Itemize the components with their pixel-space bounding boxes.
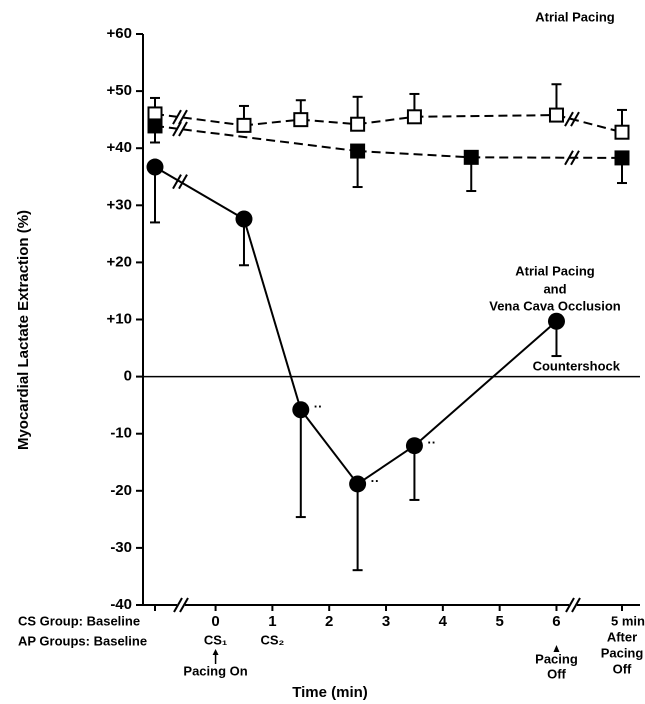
axis-break xyxy=(178,121,188,137)
x-axis-label: Time (min) xyxy=(292,684,368,701)
axis-break xyxy=(172,174,182,190)
arrow-head xyxy=(553,645,560,652)
axis-break xyxy=(571,597,581,613)
legend-label: Vena Cava Occlusion xyxy=(489,298,621,313)
axis-break xyxy=(172,109,182,125)
axis-break xyxy=(570,111,580,127)
series-line xyxy=(243,218,302,411)
series-line xyxy=(357,444,415,485)
series-line xyxy=(154,166,245,220)
after-label: 5 min xyxy=(611,613,645,628)
axis-break xyxy=(564,111,574,127)
x-tick-label: 0 xyxy=(211,613,219,630)
axis-break xyxy=(178,174,188,190)
series-line xyxy=(154,124,358,153)
marker xyxy=(350,143,366,159)
marker xyxy=(614,124,630,140)
x-tick-label: 3 xyxy=(382,613,390,630)
tick-note: Pacing xyxy=(535,651,578,666)
axis-break xyxy=(564,150,574,166)
marker xyxy=(147,118,163,134)
baseline-label: AP Groups: Baseline xyxy=(18,633,147,648)
x-tick-label: 6 xyxy=(552,613,560,630)
y-tick-label: +10 xyxy=(107,310,132,327)
y-tick-label: -10 xyxy=(110,425,132,442)
legend-label: Atrial Pacing xyxy=(515,263,595,278)
series-line xyxy=(413,320,558,447)
zero-line-label: Countershock xyxy=(533,358,621,373)
marker xyxy=(614,150,630,166)
series-line xyxy=(471,156,623,159)
marker xyxy=(292,401,310,419)
significance: ·· xyxy=(371,473,380,488)
y-tick-label: -20 xyxy=(110,482,132,499)
tick-note: Pacing On xyxy=(183,663,247,678)
arrow-head xyxy=(212,649,219,655)
x-tick-label: 4 xyxy=(439,613,448,630)
marker xyxy=(236,117,252,133)
x-tick-label: 1 xyxy=(268,613,276,630)
legend-label: Atrial Pacing xyxy=(535,9,615,24)
legend-label: and xyxy=(543,281,566,296)
baseline-label: CS Group: Baseline xyxy=(18,613,140,628)
y-tick-label: +60 xyxy=(107,25,132,42)
after-label: After xyxy=(607,629,637,644)
y-tick-label: 0 xyxy=(124,368,132,385)
y-tick-label: +40 xyxy=(107,139,132,156)
x-tick-label: 2 xyxy=(325,613,333,630)
series-line xyxy=(300,118,358,126)
y-tick-label: +30 xyxy=(107,196,132,213)
marker xyxy=(293,112,309,128)
marker xyxy=(547,312,565,330)
marker xyxy=(463,149,479,165)
series-line xyxy=(357,115,415,126)
marker xyxy=(548,107,564,123)
marker xyxy=(350,116,366,132)
y-tick-label: -40 xyxy=(110,596,132,613)
tick-note: CS₂ xyxy=(260,632,284,647)
y-tick-label: +50 xyxy=(107,82,132,99)
marker xyxy=(235,210,253,228)
after-label: Pacing xyxy=(601,645,644,660)
axis-break xyxy=(172,121,182,137)
series-line xyxy=(300,409,359,485)
series-line xyxy=(243,118,301,127)
significance: ·· xyxy=(427,435,436,450)
marker xyxy=(405,437,423,455)
significance: ·· xyxy=(314,399,323,414)
tick-note: CS₁ xyxy=(204,632,227,647)
axis-break xyxy=(565,597,575,613)
y-axis-label: Myocardial Lactate Extraction (%) xyxy=(15,210,32,450)
x-tick-label: 5 xyxy=(495,613,503,630)
y-tick-label: -30 xyxy=(110,539,132,556)
marker xyxy=(349,475,367,493)
axis-break xyxy=(570,150,580,166)
series-line xyxy=(414,114,557,118)
y-tick-label: +20 xyxy=(107,253,132,270)
axis-break xyxy=(179,597,189,613)
series-line xyxy=(556,114,623,134)
marker xyxy=(406,109,422,125)
after-label: Off xyxy=(613,661,632,676)
series-line xyxy=(154,112,245,127)
axis-break xyxy=(173,597,183,613)
series-line xyxy=(357,150,472,159)
marker xyxy=(146,158,164,176)
tick-note: Off xyxy=(547,666,566,681)
